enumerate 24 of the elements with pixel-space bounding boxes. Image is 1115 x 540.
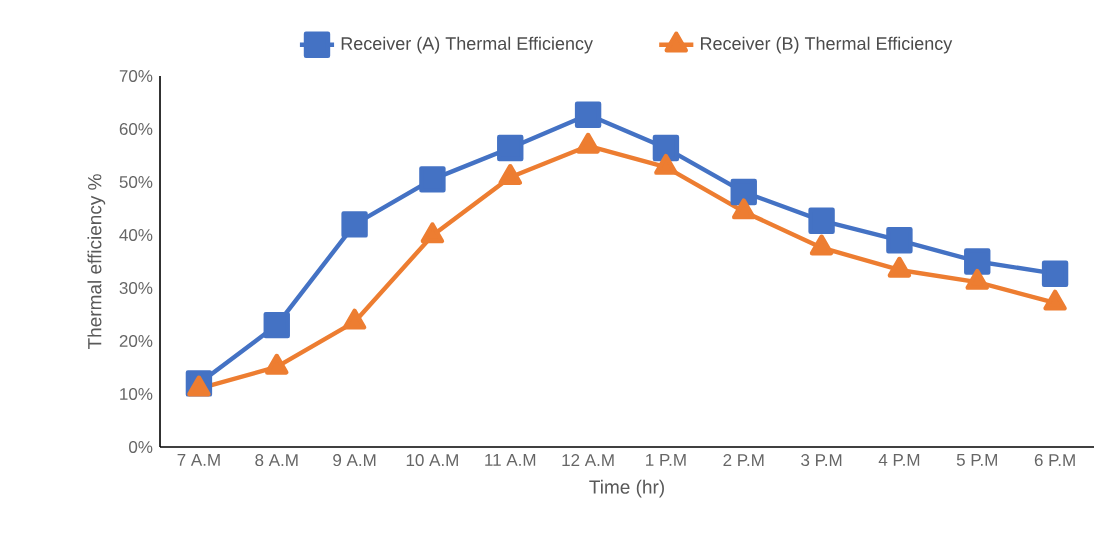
x-tick-label: 12 A.M [562, 454, 614, 466]
x-tick-label: 3 P.M [801, 454, 842, 467]
x-tick-label: 9 A.M [333, 454, 376, 467]
y-axis-title: Thermal efficiency % [87, 174, 106, 350]
x-tick-label: 1 P.M [646, 454, 686, 466]
x-axis-title: Time (hr) [589, 479, 664, 498]
y-tick-label: 30% [119, 281, 153, 294]
x-tick-label: 7 A.M [177, 454, 220, 466]
y-tick-label: 40% [119, 228, 153, 241]
y-tick-label: 70% [119, 69, 153, 82]
legend-label: Receiver (A) Thermal Efficiency [341, 36, 593, 54]
x-tick-label: 11 A.M [485, 454, 536, 466]
x-tick-label: 4 P.M [878, 454, 920, 466]
y-tick-label: 60% [119, 122, 153, 135]
x-tick-label: 6 P.M [1034, 454, 1075, 467]
y-tick-label: 20% [119, 334, 153, 347]
x-tick-label: 2 P.M [723, 454, 764, 466]
legend-label: Receiver (B) Thermal Efficiency [701, 36, 953, 54]
x-tick-label: 8 A.M [255, 454, 298, 467]
y-tick-label: 50% [119, 175, 153, 188]
y-tick-label: 0% [129, 440, 153, 453]
x-tick-label: 5 P.M [956, 454, 997, 466]
x-tick-label: 10 A.M [406, 454, 458, 467]
y-tick-label: 10% [120, 387, 153, 400]
